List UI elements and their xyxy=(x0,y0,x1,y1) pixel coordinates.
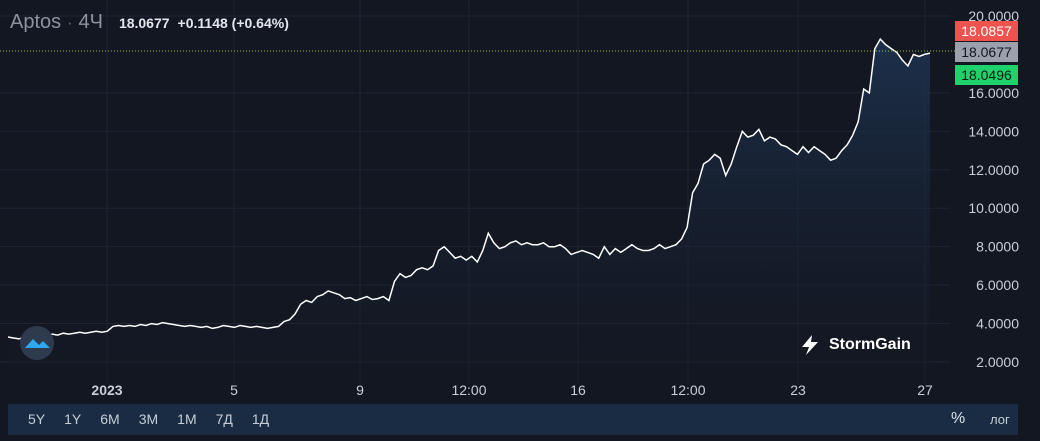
bolt-icon xyxy=(802,335,818,355)
timeframe-label[interactable]: 4Ч xyxy=(78,11,103,33)
x-tick-label: 5 xyxy=(230,382,238,398)
brand-logo xyxy=(20,326,54,360)
axis-ticks: 2.0000 4.0000 6.0000 8.0000 10.0000 12.0000 14… xyxy=(91,8,1019,398)
x-tick-label: 9 xyxy=(356,382,364,398)
range-button-1[interactable]: 1Y xyxy=(64,411,82,427)
price-line xyxy=(7,37,931,340)
current-price: 18.0677 xyxy=(118,15,170,31)
range-button-2[interactable]: 6M xyxy=(100,411,120,427)
price-change: +0.1148 (+0.64%) xyxy=(177,15,289,31)
brand-name: StormGain xyxy=(829,336,911,353)
y-tick-label: 2.0000 xyxy=(976,354,1019,370)
range-button-5[interactable]: 7Д xyxy=(215,411,233,427)
x-tick-label: 12:00 xyxy=(670,382,705,398)
price-area-fill xyxy=(8,39,930,384)
x-tick-label: 16 xyxy=(570,382,586,398)
x-tick-label: 12:00 xyxy=(451,382,486,398)
x-tick-label: 27 xyxy=(917,382,933,398)
range-button-3[interactable]: 3M xyxy=(138,411,159,427)
y-tick-label: 20.0000 xyxy=(968,8,1019,24)
y-tick-label: 14.0000 xyxy=(968,123,1019,139)
range-buttons: 5Y 1Y 6M 3M 1M 7Д 1Д xyxy=(28,411,269,427)
stormgain-watermark: StormGain xyxy=(799,334,911,356)
range-button-0[interactable]: 5Y xyxy=(28,411,46,427)
log-scale-toggle[interactable]: лог xyxy=(990,412,1010,427)
ask-price-tag: 18.0857 xyxy=(955,21,1018,41)
y-tick-label: 10.0000 xyxy=(968,200,1019,216)
x-tick-label: 2023 xyxy=(91,382,122,398)
range-button-4[interactable]: 1M xyxy=(177,411,197,427)
y-tick-label: 8.0000 xyxy=(976,239,1019,255)
y-tick-label: 16.0000 xyxy=(968,85,1019,101)
range-button-6[interactable]: 1Д xyxy=(251,411,270,427)
y-tick-label: 6.0000 xyxy=(976,277,1019,293)
y-tick-label: 4.0000 xyxy=(976,316,1019,332)
y-tick-label: 12.0000 xyxy=(968,162,1019,178)
chart-header: Aptos · 4Ч 18.0677 +0.1148 (+0.64%) xyxy=(10,11,289,34)
range-toolbar: 5Y 1Y 6M 3M 1M 7Д 1Д xyxy=(8,404,1018,435)
price-area xyxy=(0,37,955,384)
last-price-tag: 18.0677 xyxy=(955,42,1018,62)
bid-price-tag: 18.0496 xyxy=(955,65,1018,85)
symbol-name[interactable]: Aptos xyxy=(10,11,62,33)
percent-scale-toggle[interactable]: % xyxy=(951,410,966,427)
header-separator: · xyxy=(67,15,73,32)
x-tick-label: 23 xyxy=(790,382,806,398)
